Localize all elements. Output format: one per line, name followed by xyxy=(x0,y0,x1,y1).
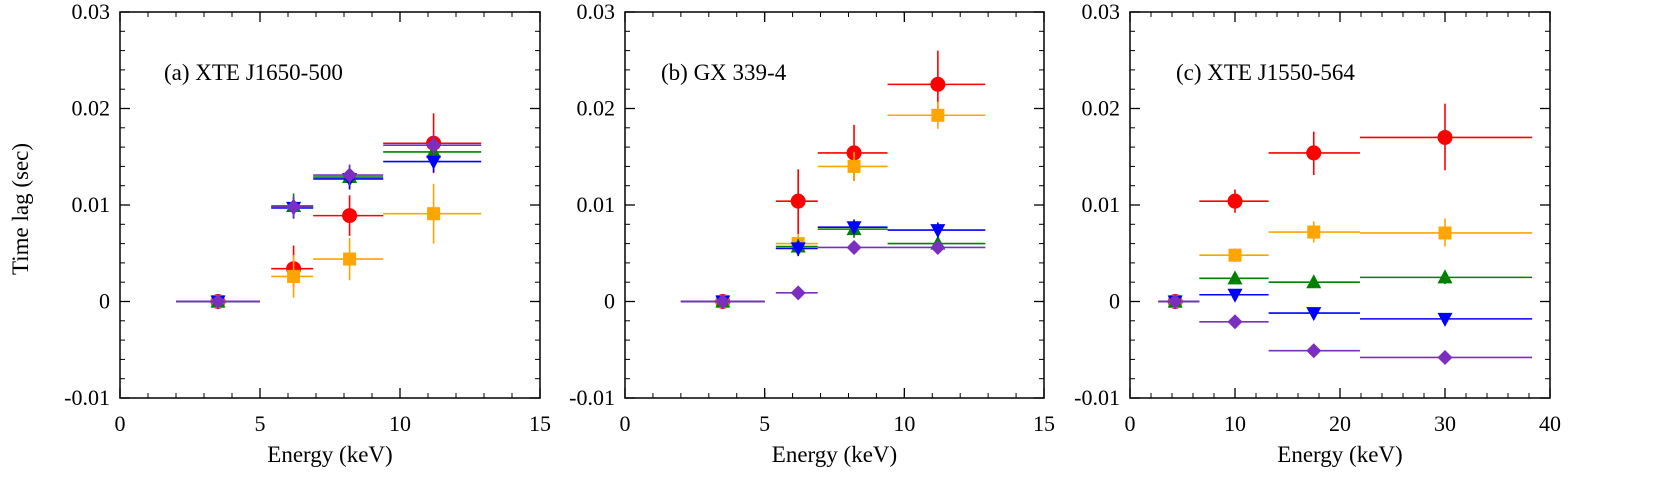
data-point-red xyxy=(1306,145,1322,161)
y-tick-label: -0.01 xyxy=(1074,385,1120,410)
x-tick-label: 15 xyxy=(529,411,551,436)
data-point-red xyxy=(790,193,806,209)
data-point-blue xyxy=(1306,307,1322,322)
y-tick-label: -0.01 xyxy=(64,385,110,410)
data-point-blue xyxy=(790,242,806,257)
panel-title-b: (b) GX 339-4 xyxy=(661,60,787,85)
x-axis-label: Energy (keV) xyxy=(772,442,897,467)
y-tick-label: 0.03 xyxy=(72,0,111,24)
data-point-purple xyxy=(342,167,358,183)
data-point-purple xyxy=(426,137,442,153)
data-point-purple xyxy=(1227,314,1243,330)
data-point-purple xyxy=(210,294,226,309)
data-point-blue xyxy=(1437,312,1453,327)
data-point-blue xyxy=(1227,288,1243,303)
y-tick-label: 0.01 xyxy=(72,192,111,217)
data-point-red xyxy=(930,76,946,92)
y-tick-label: 0 xyxy=(99,289,110,314)
data-point-orange xyxy=(287,269,301,283)
series-purple xyxy=(680,239,986,309)
data-point-red xyxy=(1437,129,1453,145)
y-tick-label: 0.01 xyxy=(1082,192,1121,217)
x-tick-label: 30 xyxy=(1434,411,1456,436)
x-tick-label: 0 xyxy=(1125,411,1136,436)
data-point-orange xyxy=(847,159,861,173)
data-point-blue xyxy=(846,221,862,236)
x-axis-label: Energy (keV) xyxy=(1277,442,1402,467)
data-point-purple xyxy=(1437,349,1453,365)
data-point-orange xyxy=(427,207,441,221)
data-point-purple xyxy=(1306,343,1322,359)
x-tick-label: 20 xyxy=(1329,411,1351,436)
series-purple xyxy=(1158,294,1533,365)
series-purple xyxy=(176,134,482,309)
x-tick-label: 40 xyxy=(1539,411,1561,436)
data-point-orange xyxy=(343,252,357,266)
x-tick-label: 10 xyxy=(893,411,915,436)
data-point-green xyxy=(1437,269,1453,284)
data-point-green xyxy=(1227,270,1243,285)
y-tick-label: 0.01 xyxy=(577,192,616,217)
x-tick-label: 10 xyxy=(389,411,411,436)
y-axis-label: Time lag (sec) xyxy=(8,143,33,275)
y-tick-label: 0.03 xyxy=(577,0,616,24)
data-point-orange xyxy=(1438,226,1452,240)
x-axis-label: Energy (keV) xyxy=(267,442,392,467)
data-point-purple xyxy=(1167,294,1183,309)
y-tick-label: 0.03 xyxy=(1082,0,1121,24)
y-tick-label: 0 xyxy=(1109,289,1120,314)
series-green xyxy=(1158,269,1533,308)
data-point-red xyxy=(1227,193,1243,209)
y-tick-label: 0.02 xyxy=(577,96,616,121)
data-point-green xyxy=(1306,274,1322,289)
x-tick-label: 0 xyxy=(620,411,631,436)
data-point-orange xyxy=(1228,248,1242,262)
data-point-purple xyxy=(790,285,806,301)
y-tick-label: 0.02 xyxy=(1082,96,1121,121)
data-point-red xyxy=(342,208,358,224)
y-tick-label: 0 xyxy=(604,289,615,314)
series-red xyxy=(680,50,986,309)
x-tick-label: 5 xyxy=(255,411,266,436)
data-point-purple xyxy=(846,239,862,255)
data-point-blue xyxy=(426,155,442,170)
data-point-purple xyxy=(930,239,946,255)
x-tick-label: 0 xyxy=(115,411,126,436)
data-point-orange xyxy=(1307,225,1321,239)
x-tick-label: 10 xyxy=(1224,411,1246,436)
series-orange xyxy=(176,183,482,308)
data-point-purple xyxy=(715,294,731,309)
data-point-blue xyxy=(930,224,946,239)
x-tick-label: 5 xyxy=(759,411,770,436)
data-point-orange xyxy=(931,108,945,122)
panel-title-a: (a) XTE J1650-500 xyxy=(164,60,343,85)
x-tick-label: 15 xyxy=(1033,411,1055,436)
panel-title-c: (c) XTE J1550-564 xyxy=(1176,60,1355,85)
y-tick-label: 0.02 xyxy=(72,96,111,121)
data-point-purple xyxy=(286,199,302,215)
series-blue xyxy=(680,219,986,310)
y-tick-label: -0.01 xyxy=(569,385,615,410)
series-orange xyxy=(680,101,986,308)
